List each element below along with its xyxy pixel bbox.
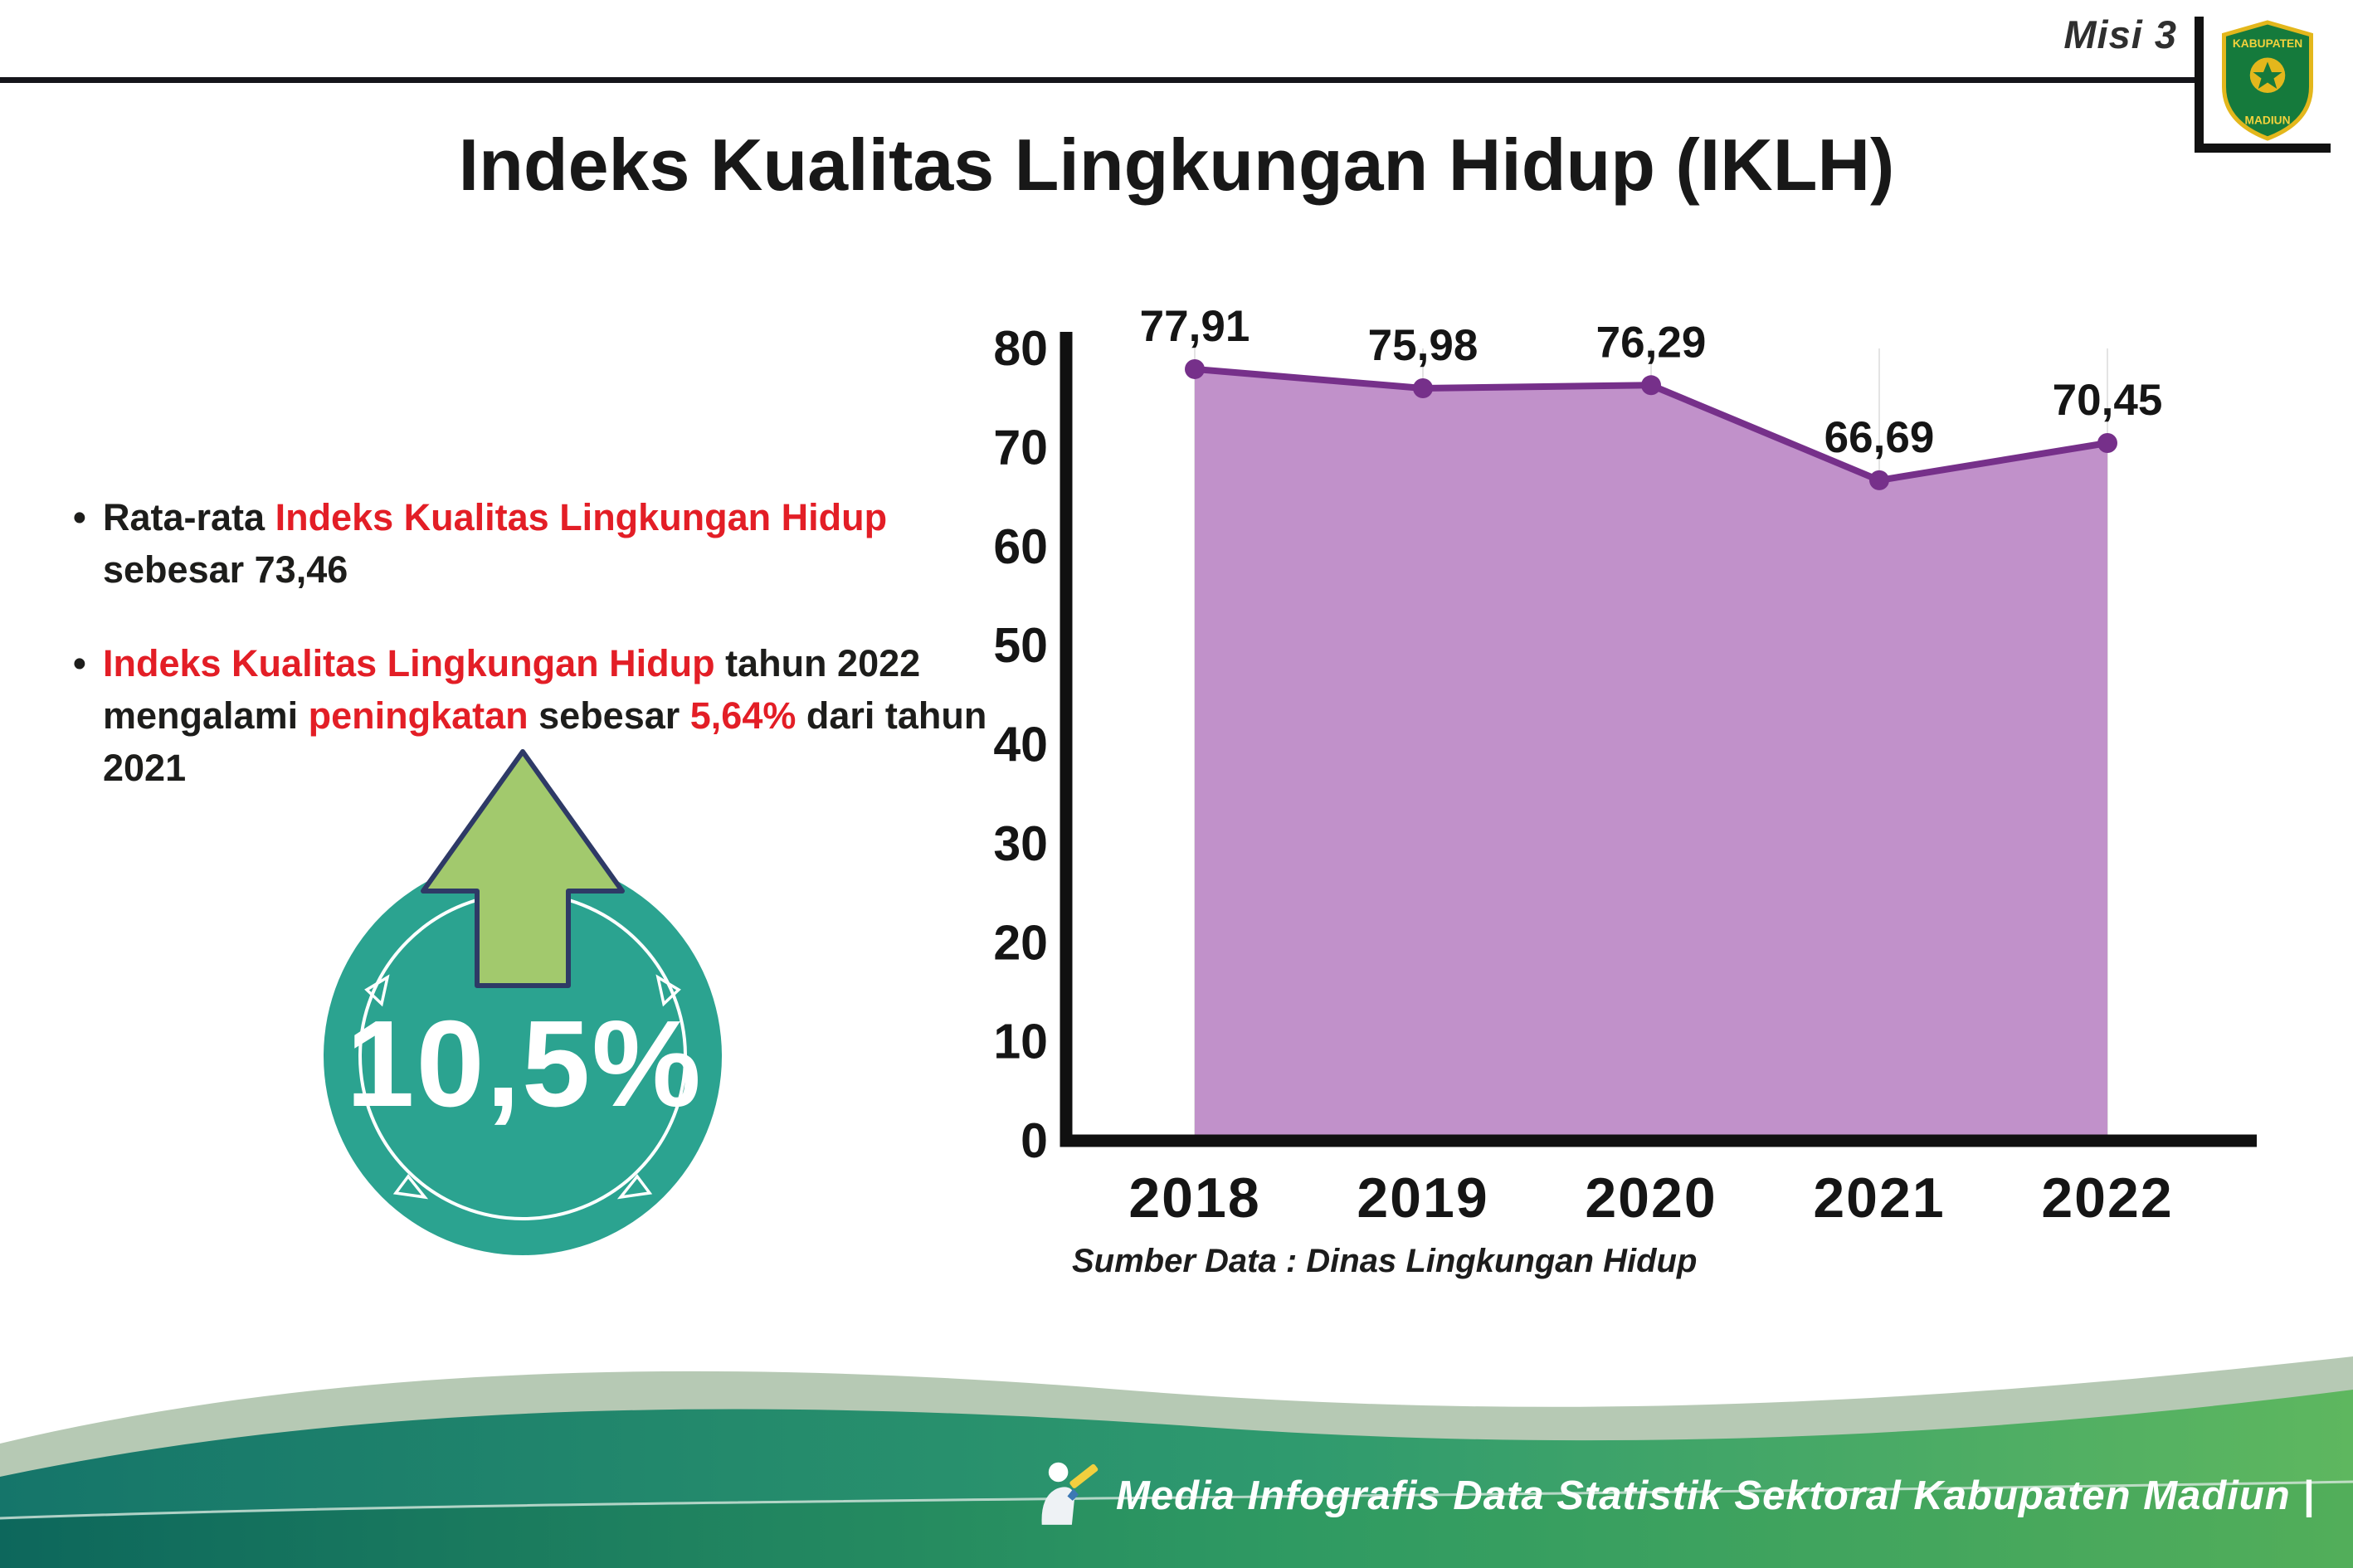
y-tick-label: 60 bbox=[993, 519, 1048, 574]
bullet1-seg3: sebesar 73,46 bbox=[103, 548, 348, 591]
mascot-pencil bbox=[1069, 1463, 1099, 1488]
bullet-marker: • bbox=[73, 496, 86, 538]
value-label: 77,91 bbox=[1140, 302, 1250, 351]
y-tick-label: 80 bbox=[993, 321, 1048, 376]
wave-bottom bbox=[0, 1483, 2353, 1568]
data-point bbox=[1185, 358, 1205, 379]
mascot-hand bbox=[1067, 1488, 1079, 1501]
footer-credit: Media Infografis Data Statistik Sektoral… bbox=[1031, 1460, 2315, 1531]
bullet2-seg5: 5,64% bbox=[689, 694, 797, 737]
crest-icon: KABUPATEN MADIUN bbox=[2221, 19, 2313, 141]
bullet-increase-2022: • Indeks Kualitas Lingkungan Hidup tahun… bbox=[73, 637, 1002, 794]
crest-bottom-text: MADIUN bbox=[2244, 114, 2290, 126]
x-tick-label: 2020 bbox=[1585, 1166, 1717, 1230]
misi-label: Misi 3 bbox=[2063, 12, 2177, 56]
page-title: Indeks Kualitas Lingkungan Hidup (IKLH) bbox=[458, 124, 1895, 206]
header-divider bbox=[0, 77, 2195, 83]
bullet-average-iklh: • Rata-rata Indeks Kualitas Lingkungan H… bbox=[73, 491, 1002, 596]
ring-triangle bbox=[364, 974, 390, 1007]
y-tick-label: 40 bbox=[993, 718, 1048, 772]
bullet1-text: Rata-rata Indeks Kualitas Lingkungan Hid… bbox=[103, 491, 1002, 596]
increase-percentage: 10,5% bbox=[346, 996, 703, 1132]
increase-badge-graphic bbox=[324, 749, 722, 1255]
footer-waves bbox=[0, 1356, 2353, 1568]
y-tick-label: 10 bbox=[993, 1015, 1048, 1069]
y-tick-label: 30 bbox=[993, 816, 1048, 871]
y-tick-label: 20 bbox=[993, 915, 1048, 970]
x-tick-label: 2022 bbox=[2041, 1166, 2173, 1230]
data-point bbox=[1869, 470, 1889, 490]
increase-badge bbox=[309, 728, 740, 1276]
data-point bbox=[1641, 375, 1661, 396]
bullet-marker: • bbox=[73, 642, 86, 684]
bullet2-text: Indeks Kualitas Lingkungan Hidup tahun 2… bbox=[103, 637, 1002, 794]
data-point bbox=[2097, 433, 2117, 454]
bullet2-seg3: peningkatan bbox=[308, 694, 529, 737]
crest-top-text: KABUPATEN bbox=[2232, 37, 2302, 50]
wave-separator bbox=[0, 1480, 2353, 1520]
ring-triangle bbox=[392, 1174, 429, 1200]
ring-triangle bbox=[616, 1174, 653, 1200]
x-tick-label: 2021 bbox=[1813, 1166, 1945, 1230]
iklh-area-chart: 77,91 75,98 76,29 66,69 70,45 0 10 20 30 40 50 60 70… bbox=[993, 302, 2257, 1230]
summary-bullets: • Rata-rata Indeks Kualitas Lingkungan H… bbox=[73, 491, 1002, 835]
writer-mascot-icon bbox=[1041, 1462, 1099, 1525]
bullet2-seg4: sebesar bbox=[528, 694, 690, 737]
y-tick-label: 0 bbox=[1021, 1113, 1048, 1168]
value-label: 76,29 bbox=[1596, 318, 1707, 367]
kabupaten-madiun-logo: KABUPATEN MADIUN bbox=[2195, 17, 2331, 153]
up-arrow-icon bbox=[421, 749, 625, 988]
data-point bbox=[1413, 377, 1433, 398]
bullet2-seg6: dari tahun 2021 bbox=[103, 694, 987, 789]
value-label: 70,45 bbox=[2053, 376, 2163, 425]
value-label: 75,98 bbox=[1368, 321, 1479, 370]
bullet1-seg2: Indeks Kualitas Lingkungan Hidup bbox=[275, 496, 888, 538]
crest-star bbox=[2253, 61, 2282, 89]
data-source: Sumber Data : Dinas Lingkungan Hidup bbox=[1072, 1243, 1698, 1279]
mascot-head bbox=[1048, 1462, 1069, 1483]
y-tick-label: 50 bbox=[993, 618, 1048, 673]
mascot-body bbox=[1041, 1487, 1075, 1525]
bullet1-seg1: Rata-rata bbox=[103, 496, 275, 538]
x-tick-label: 2018 bbox=[1128, 1166, 1260, 1230]
ring-triangle bbox=[655, 974, 681, 1007]
bullet2-seg1: Indeks Kualitas Lingkungan Hidup bbox=[103, 642, 715, 684]
value-label: 66,69 bbox=[1824, 413, 1935, 462]
badge-circle bbox=[324, 857, 722, 1255]
y-tick-label: 70 bbox=[993, 420, 1048, 475]
x-tick-label: 2019 bbox=[1357, 1166, 1488, 1230]
axes bbox=[1060, 332, 2257, 1147]
area-fill bbox=[1195, 368, 2107, 1142]
footer-credit-text: Media Infografis Data Statistik Sektoral… bbox=[1116, 1473, 2315, 1518]
bullet2-seg2: tahun 2022 mengalami bbox=[103, 642, 921, 737]
